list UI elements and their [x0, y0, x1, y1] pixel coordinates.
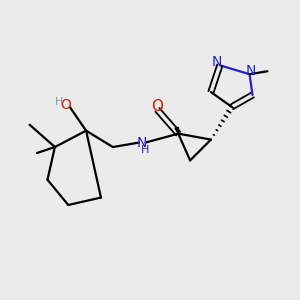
- Text: O: O: [152, 99, 164, 114]
- Text: H: H: [141, 145, 149, 155]
- Text: O: O: [60, 98, 71, 112]
- Text: H: H: [55, 97, 64, 106]
- Text: N: N: [246, 64, 256, 78]
- Text: N: N: [137, 136, 147, 150]
- Polygon shape: [175, 127, 178, 134]
- Text: N: N: [212, 55, 222, 69]
